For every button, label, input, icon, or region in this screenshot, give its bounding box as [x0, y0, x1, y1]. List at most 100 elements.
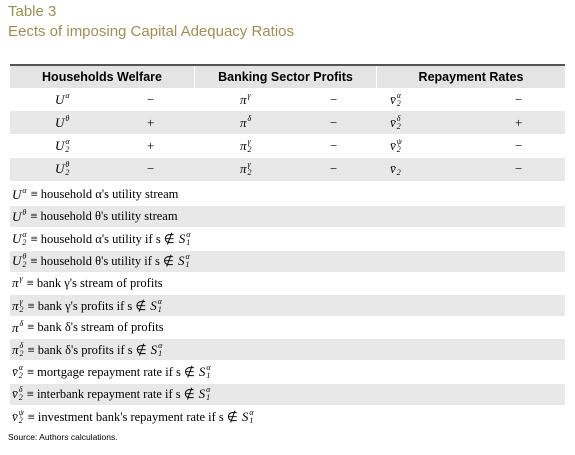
subscript: 1	[249, 415, 254, 425]
symbol-base: U	[12, 253, 22, 269]
superscript: α	[65, 90, 70, 100]
symbol-base: π	[240, 138, 247, 154]
definition-text: ≡ interbank repayment rate if s ∉	[26, 387, 195, 402]
symbol-base: S	[150, 297, 157, 313]
symbol-base: S	[241, 408, 249, 424]
table-subtitle: Eects of imposing Capital Adequacy Ratio…	[8, 23, 294, 40]
definition-text: ≡ bank δ's profits if s ∉	[27, 342, 147, 357]
definition-text: ≡ household α's utility if s ∉	[30, 231, 175, 246]
sign-cell: −	[515, 158, 522, 181]
symbol-cell: v̄ δ 2	[390, 111, 401, 134]
sign-cell: −	[515, 135, 522, 158]
superscript: δ	[19, 340, 24, 350]
subscript: 1	[157, 304, 162, 314]
sign: −	[515, 91, 523, 107]
sign: −	[515, 161, 523, 177]
superscript: α	[206, 385, 211, 395]
script-stack: α	[65, 90, 70, 108]
sign-cell: +	[515, 111, 522, 134]
superscript: α	[396, 90, 401, 100]
symbol: v̄ 2	[390, 161, 401, 177]
sign: −	[330, 91, 338, 107]
sign-cell: −	[515, 88, 522, 111]
superscript: γ	[247, 90, 251, 100]
subscript: 2	[22, 237, 27, 247]
subscript: 2	[18, 393, 23, 403]
subscript: 2	[19, 304, 24, 314]
definition-text: ≡ bank γ's profits if s ∉	[27, 298, 147, 313]
symbol-base: U	[55, 91, 65, 107]
symbol-base: U	[12, 230, 22, 246]
symbol-base: v̄	[390, 161, 396, 177]
subscript: 2	[65, 168, 70, 178]
script-stack: 2	[397, 161, 401, 177]
subscript: 2	[396, 145, 401, 155]
symbol: v̄ δ 2	[390, 114, 401, 131]
sign: −	[330, 161, 338, 177]
symbol-base: v̄	[12, 386, 18, 402]
column-header: Banking Sector Profits	[195, 66, 376, 88]
superscript: δ	[247, 113, 252, 123]
superscript: γ	[247, 160, 251, 170]
symbol-base: U	[55, 161, 65, 177]
script-stack: δ	[20, 319, 24, 336]
subscript: 2	[22, 260, 27, 270]
script-stack: γ	[247, 90, 251, 108]
sign-cell: −	[330, 135, 337, 158]
superscript: α	[249, 407, 254, 417]
definition-text: ≡ bank δ's stream of profits	[27, 320, 164, 335]
symbol-base: S	[198, 364, 206, 380]
superscript: ψ	[18, 407, 24, 417]
script-stack: δ	[247, 113, 252, 131]
definition-text: ≡ investment bank's repayment rate if s …	[27, 409, 238, 424]
definition-text: ≡ household θ's utility if s ∉	[30, 254, 174, 269]
definition-text: ≡ household α's utility stream	[30, 187, 179, 201]
subscript: 2	[396, 98, 401, 108]
subscript: 2	[247, 168, 252, 178]
script-stack: θ	[65, 114, 69, 131]
symbol-base: π	[12, 319, 19, 335]
sign: +	[515, 114, 523, 130]
sign-cell: −	[330, 111, 337, 134]
symbol-base: U	[55, 114, 65, 130]
symbol-base: π	[12, 275, 19, 291]
script-stack: γ	[20, 275, 23, 291]
table-title: Table 3	[8, 3, 57, 20]
sign-cell: +	[147, 111, 154, 134]
